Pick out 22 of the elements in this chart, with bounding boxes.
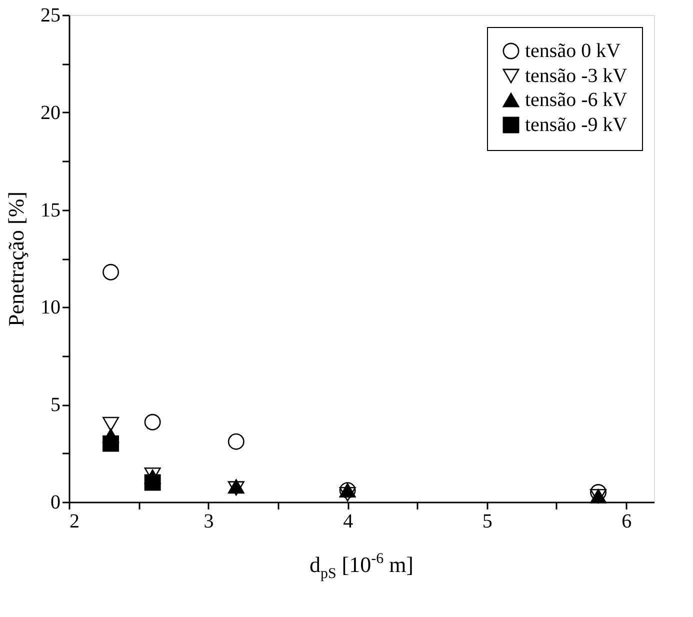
y-tick-label: 20 — [40, 102, 60, 124]
point — [144, 474, 161, 491]
x-tick-label: 3 — [204, 510, 214, 532]
legend-label: tensão -6 kV — [525, 89, 628, 111]
x-tick-label: 4 — [343, 510, 354, 532]
y-tick-label: 25 — [40, 4, 60, 26]
x-tick-label: 6 — [622, 510, 632, 532]
point — [144, 414, 161, 430]
x-tick-label: 5 — [482, 510, 492, 532]
y-tick-label: 0 — [50, 492, 60, 514]
y-tick-label: 15 — [40, 199, 60, 222]
legend-label: tensão -9 kV — [525, 114, 628, 136]
point — [102, 264, 120, 280]
legend-label: tensão 0 kV — [525, 40, 622, 62]
y-axis-title: Penetração [%] — [4, 192, 28, 326]
point — [102, 416, 120, 432]
y-tick-label: 5 — [50, 394, 60, 416]
y-tick-label: 10 — [40, 296, 60, 319]
point — [102, 435, 120, 452]
point — [228, 433, 244, 450]
x-tick-label: 2 — [70, 510, 80, 532]
legend-label: tensão -3 kV — [525, 65, 628, 87]
